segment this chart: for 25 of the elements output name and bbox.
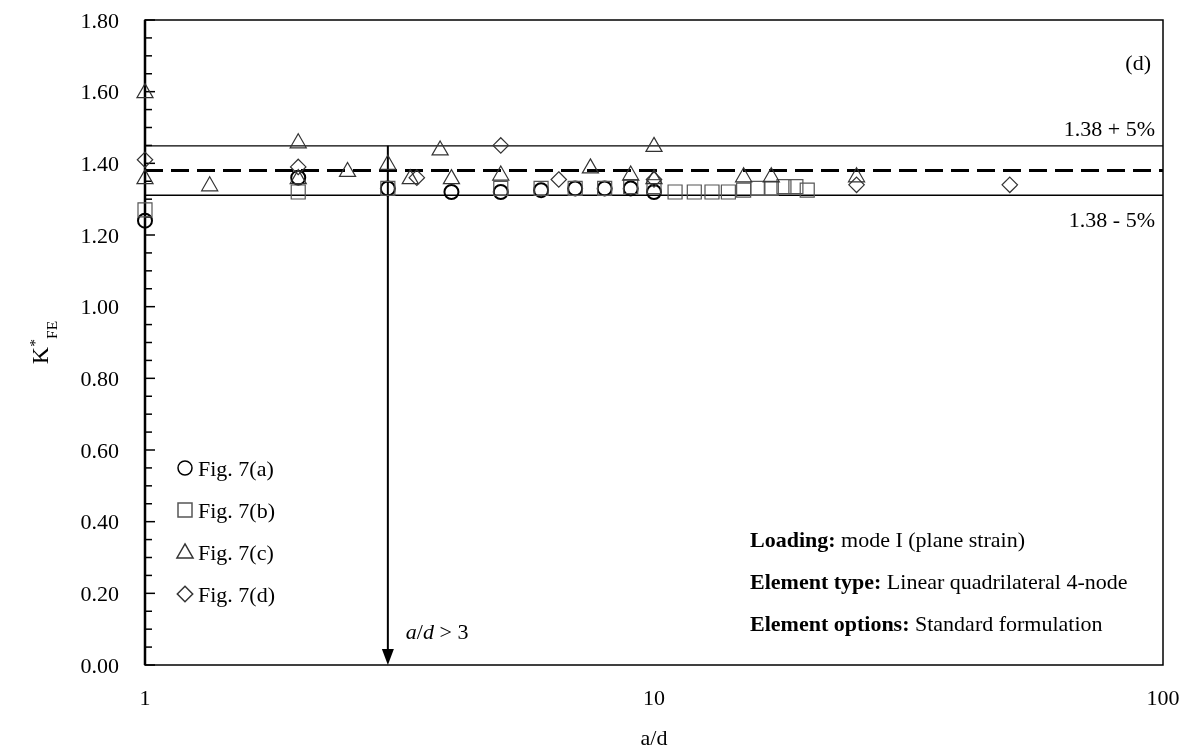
annotation: Element type: Linear quadrilateral 4-node [750,569,1128,594]
y-tick-label: 1.80 [80,7,119,33]
legend-label: Fig. 7(a) [198,455,274,481]
legend-label: Fig. 7(d) [198,581,275,607]
y-tick-label: 0.20 [80,581,119,607]
y-tick-label: 0.60 [80,437,119,463]
annotation: 1.38 + 5% [1063,115,1155,141]
x-tick-label: 1 [139,685,151,710]
y-tick-label: 0.40 [80,509,119,535]
x-axis-title: a/d [640,725,668,750]
annotation: Element options: Standard formulation [750,611,1103,636]
legend-label: Fig. 7(b) [198,497,275,523]
y-tick-label: 1.20 [80,222,119,248]
legend-label: Fig. 7(c) [198,539,274,565]
x-tick-label: 100 [1146,685,1180,710]
y-tick-label: 0.80 [80,366,119,392]
annotation: (d) [1125,50,1151,75]
y-tick-label: 0.00 [80,652,119,678]
y-tick-label: 1.00 [80,294,119,320]
ref-line-label: a/d > 3 [405,619,469,644]
y-tick-label: 1.60 [80,79,119,105]
x-tick-label: 10 [643,685,665,710]
annotation: 1.38 - 5% [1068,207,1155,233]
annotation: Loading: mode I (plane strain) [750,527,1025,552]
y-tick-label: 1.40 [80,151,119,177]
